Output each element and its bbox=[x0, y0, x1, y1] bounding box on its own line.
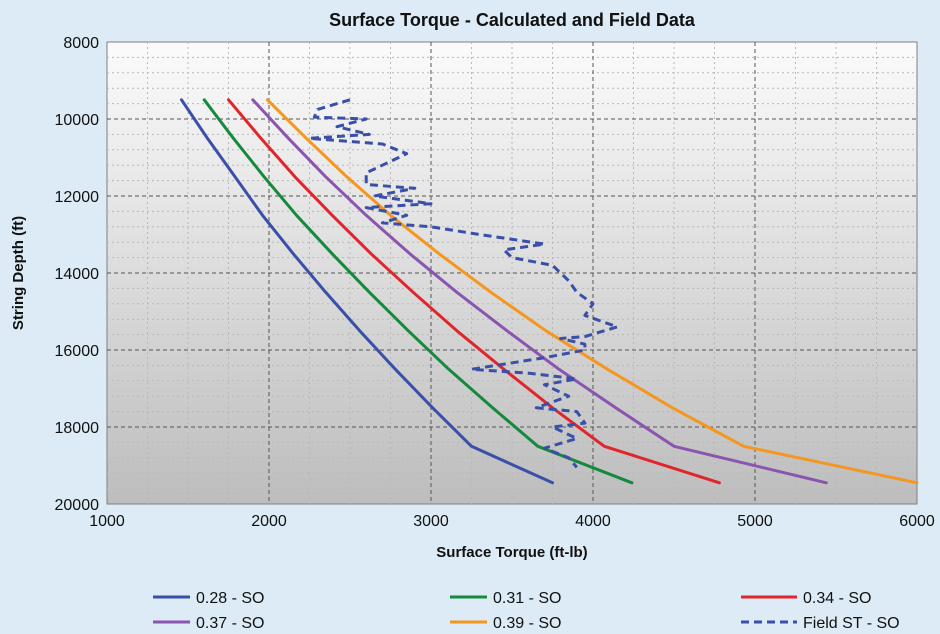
x-tick-label: 6000 bbox=[899, 513, 935, 530]
y-axis-label: String Depth (ft) bbox=[10, 216, 27, 330]
chart-title: Surface Torque - Calculated and Field Da… bbox=[329, 10, 696, 30]
legend-label: Field ST - SO bbox=[803, 615, 900, 632]
legend-item-1: 0.28 - SO bbox=[153, 590, 264, 607]
series-line-5 bbox=[265, 98, 919, 485]
x-tick-label: 1000 bbox=[89, 513, 125, 530]
x-tick-label: 5000 bbox=[737, 513, 773, 530]
legend-label: 0.31 - SO bbox=[493, 590, 561, 607]
y-tick-label: 8000 bbox=[63, 35, 99, 52]
legend-label: 0.39 - SO bbox=[493, 615, 561, 632]
legend: 0.28 - SO 0.31 - SO 0.34 - SO 0.37 - SO 0.39… bbox=[153, 590, 900, 632]
y-tick-label: 10000 bbox=[55, 112, 100, 129]
x-tick-label: 4000 bbox=[575, 513, 611, 530]
series-line-6 bbox=[308, 98, 619, 469]
x-tick-label: 3000 bbox=[413, 513, 449, 530]
y-tick-label: 12000 bbox=[55, 189, 100, 206]
series-layer bbox=[180, 98, 919, 485]
legend-item-2: 0.31 - SO bbox=[450, 590, 561, 607]
legend-label: 0.28 - SO bbox=[196, 590, 264, 607]
y-tick-label: 20000 bbox=[55, 497, 100, 514]
y-tick-label: 18000 bbox=[55, 420, 100, 437]
x-axis-label: Surface Torque (ft-lb) bbox=[436, 544, 587, 561]
y-tick-label: 16000 bbox=[55, 343, 100, 360]
series-line-3 bbox=[227, 98, 721, 485]
series-line-2 bbox=[202, 98, 634, 485]
legend-item-5: 0.39 - SO bbox=[450, 615, 561, 632]
series-line-1 bbox=[180, 98, 554, 485]
y-tick-labels: 8000 10000 12000 14000 16000 18000 20000 bbox=[55, 35, 100, 514]
legend-item-4: 0.37 - SO bbox=[153, 615, 264, 632]
series-line-4 bbox=[251, 98, 828, 485]
legend-item-3: 0.34 - SO bbox=[741, 590, 871, 607]
y-tick-label: 14000 bbox=[55, 266, 100, 283]
legend-label: 0.34 - SO bbox=[803, 590, 871, 607]
legend-item-6: Field ST - SO bbox=[741, 615, 900, 632]
legend-label: 0.37 - SO bbox=[196, 615, 264, 632]
x-tick-labels: 1000 2000 3000 4000 5000 6000 bbox=[89, 513, 935, 530]
x-tick-label: 2000 bbox=[251, 513, 287, 530]
